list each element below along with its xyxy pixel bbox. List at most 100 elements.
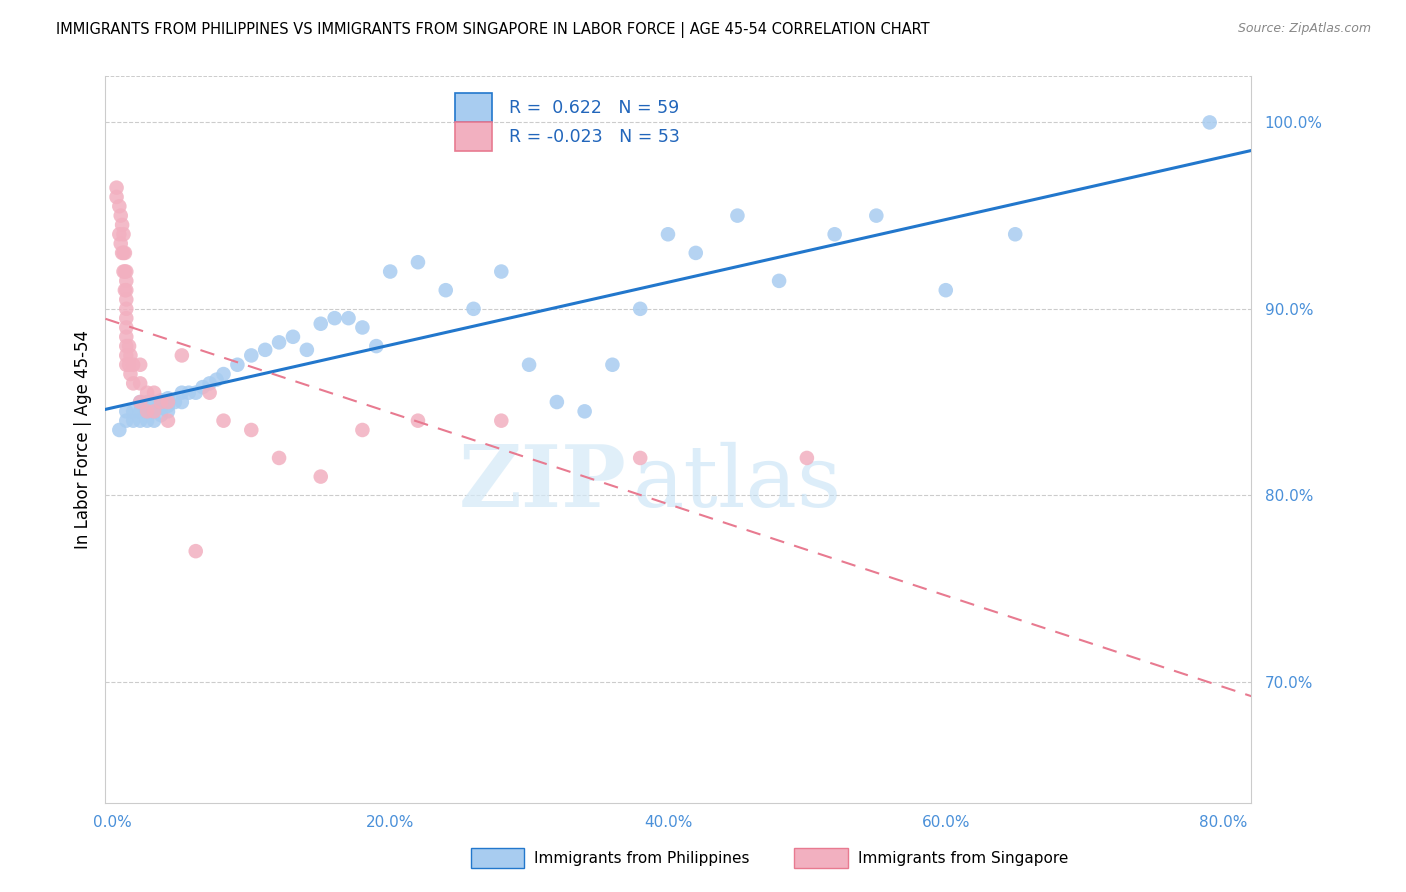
Point <box>170 385 193 400</box>
Point <box>115 414 138 428</box>
Point <box>935 283 957 297</box>
Point <box>115 358 138 372</box>
Point <box>267 335 290 350</box>
Point <box>212 414 235 428</box>
Point <box>108 227 131 242</box>
Point <box>129 404 152 418</box>
Point <box>112 227 135 242</box>
Point <box>198 376 221 391</box>
Point <box>143 404 166 418</box>
Point <box>115 404 138 418</box>
Point <box>628 301 651 316</box>
Point <box>136 414 159 428</box>
Point <box>406 255 429 269</box>
Point <box>105 190 128 204</box>
Point <box>517 358 540 372</box>
Point <box>136 404 159 418</box>
Y-axis label: In Labor Force | Age 45-54: In Labor Force | Age 45-54 <box>73 330 91 549</box>
Point <box>574 404 596 418</box>
Point <box>108 423 131 437</box>
Text: Immigrants from Philippines: Immigrants from Philippines <box>534 851 749 865</box>
Text: R =  0.622   N = 59: R = 0.622 N = 59 <box>509 99 679 117</box>
Bar <box>471 848 524 868</box>
Point <box>115 264 138 278</box>
Point <box>156 414 179 428</box>
Point <box>111 246 134 260</box>
Point <box>150 408 173 422</box>
Point <box>267 450 290 465</box>
Point <box>122 414 145 428</box>
Point <box>337 311 360 326</box>
Point <box>118 358 141 372</box>
Point <box>685 246 707 260</box>
Point <box>143 414 166 428</box>
FancyBboxPatch shape <box>456 94 492 122</box>
Point <box>240 348 263 362</box>
Point <box>434 283 457 297</box>
Point <box>120 348 142 362</box>
Point <box>122 358 145 372</box>
Text: IMMIGRANTS FROM PHILIPPINES VS IMMIGRANTS FROM SINGAPORE IN LABOR FORCE | AGE 45: IMMIGRANTS FROM PHILIPPINES VS IMMIGRANT… <box>56 22 929 38</box>
Text: atlas: atlas <box>633 442 842 524</box>
Point <box>796 450 818 465</box>
Point <box>114 283 136 297</box>
Point <box>110 236 132 251</box>
Point <box>143 404 166 418</box>
Point <box>546 395 568 409</box>
Point <box>491 264 513 278</box>
Point <box>120 367 142 381</box>
Point <box>309 317 332 331</box>
Point <box>657 227 679 242</box>
Point <box>136 404 159 418</box>
Point <box>112 246 135 260</box>
Text: Source: ZipAtlas.com: Source: ZipAtlas.com <box>1237 22 1371 36</box>
Point <box>254 343 277 357</box>
Point <box>628 450 651 465</box>
Point <box>115 301 138 316</box>
Point <box>115 283 138 297</box>
Point <box>198 385 221 400</box>
Point <box>114 264 136 278</box>
Point <box>129 358 152 372</box>
Point <box>156 392 179 406</box>
Point <box>768 274 790 288</box>
Point <box>1004 227 1026 242</box>
Point <box>184 544 207 558</box>
Point <box>226 358 249 372</box>
Point <box>136 385 159 400</box>
Point <box>156 399 179 413</box>
Text: R = -0.023   N = 53: R = -0.023 N = 53 <box>509 128 679 146</box>
Point <box>150 401 173 415</box>
Point <box>170 395 193 409</box>
Point <box>129 376 152 391</box>
Point <box>143 395 166 409</box>
Point <box>491 414 513 428</box>
Point <box>108 199 131 213</box>
Point <box>115 339 138 353</box>
Point <box>150 395 173 409</box>
Point <box>143 385 166 400</box>
Point <box>136 395 159 409</box>
Text: ZIP: ZIP <box>460 441 627 524</box>
Point <box>323 311 346 326</box>
Point <box>309 469 332 483</box>
Point <box>824 227 846 242</box>
Point <box>114 246 136 260</box>
FancyBboxPatch shape <box>456 122 492 152</box>
Point <box>105 180 128 194</box>
Point <box>111 218 134 232</box>
Point <box>122 376 145 391</box>
Point <box>115 348 138 362</box>
Point <box>281 330 304 344</box>
Point <box>1198 115 1220 129</box>
Point <box>212 367 235 381</box>
Point <box>602 358 624 372</box>
Point <box>163 395 186 409</box>
Bar <box>794 848 848 868</box>
Point <box>170 348 193 362</box>
Point <box>156 395 179 409</box>
Point <box>191 380 214 394</box>
Point <box>295 343 318 357</box>
Point <box>112 264 135 278</box>
Point <box>184 385 207 400</box>
